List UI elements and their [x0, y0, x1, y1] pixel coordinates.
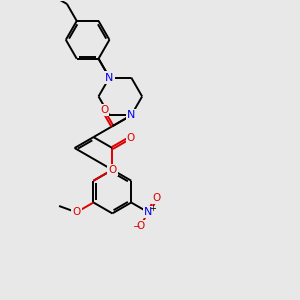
Text: O: O — [152, 193, 160, 203]
Text: O: O — [72, 207, 81, 217]
Text: N: N — [144, 207, 152, 217]
Text: O: O — [108, 165, 116, 175]
Text: O: O — [127, 133, 135, 143]
Text: N: N — [127, 110, 135, 120]
Text: N: N — [105, 73, 114, 82]
Text: −: − — [132, 221, 140, 230]
Text: O: O — [100, 105, 108, 115]
Text: +: + — [149, 204, 156, 213]
Text: O: O — [136, 221, 144, 232]
